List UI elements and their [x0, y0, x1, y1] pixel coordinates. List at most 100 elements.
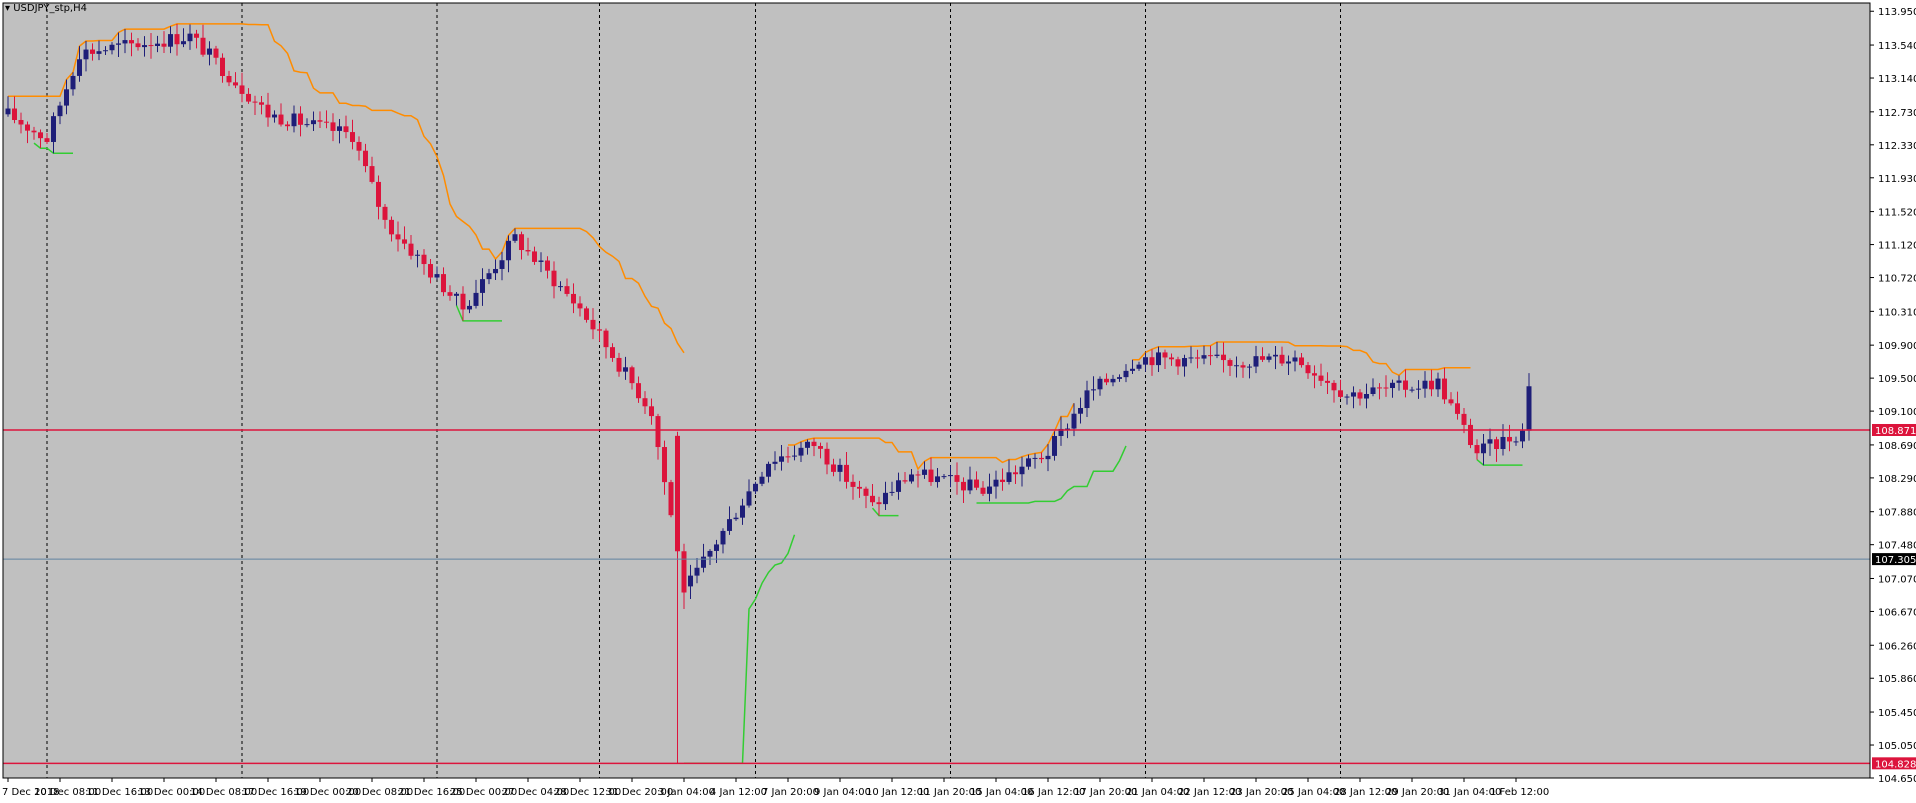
- triangle-down-icon[interactable]: ▾: [5, 3, 11, 14]
- candle-body: [44, 138, 50, 142]
- candle-body: [103, 50, 108, 52]
- crosshair-price-tag-bg: [1872, 553, 1916, 566]
- candle-body: [51, 116, 56, 142]
- candle-body: [298, 113, 303, 125]
- candle-body: [616, 357, 622, 372]
- price-tick-label: 113.950: [1878, 7, 1916, 18]
- candle-body: [467, 305, 472, 310]
- candle-body: [1130, 368, 1135, 371]
- time-tick-label: 7 Jan 20:00: [762, 787, 819, 798]
- plot-frame: [2, 2, 1871, 779]
- candle-body: [1013, 472, 1018, 475]
- candle-body: [1234, 365, 1239, 367]
- time-tick-label: 16 Jan 12:00: [1022, 787, 1085, 798]
- candle-body: [889, 491, 895, 493]
- price-tick-label: 107.070: [1878, 574, 1916, 585]
- crosshair-price-tag: 107.305: [1875, 555, 1916, 566]
- candle-body: [1273, 354, 1278, 357]
- candle-body: [1188, 357, 1194, 359]
- candle-body: [545, 260, 550, 271]
- time-tick-label: 31 Jan 04:00: [1438, 787, 1501, 798]
- candle-body: [1338, 390, 1343, 397]
- candle-body: [382, 206, 388, 220]
- candle-body: [993, 479, 999, 487]
- candle-body: [265, 104, 271, 118]
- candle-body: [603, 330, 609, 348]
- candle-body: [1461, 413, 1467, 425]
- candle-body: [571, 293, 576, 304]
- candle-body: [434, 274, 440, 278]
- candle-body: [740, 505, 745, 518]
- candle-body: [1442, 378, 1447, 400]
- candle-body: [285, 124, 290, 127]
- candle-body: [1201, 355, 1207, 359]
- candle-body: [1468, 424, 1473, 446]
- candle-body: [922, 469, 927, 475]
- candle-body: [1026, 458, 1031, 467]
- candle-body: [532, 251, 537, 262]
- plot-area[interactable]: [3, 3, 1870, 778]
- price-tick-label: 112.730: [1878, 108, 1916, 119]
- candle-body: [811, 441, 817, 447]
- candle-body: [18, 119, 24, 125]
- candle-body: [805, 441, 810, 448]
- candle-body: [187, 33, 193, 42]
- time-tick-label: 7 Dec 2018: [2, 787, 60, 798]
- candle-body: [96, 51, 102, 54]
- time-tick-label: 17 Dec 16:00: [242, 787, 309, 798]
- candle-body: [1286, 361, 1291, 364]
- candle-body: [928, 469, 934, 483]
- candle-body: [863, 488, 869, 496]
- candle-body: [766, 463, 771, 477]
- time-tick-label: 3 Jan 04:00: [658, 787, 715, 798]
- candle-body: [1091, 389, 1096, 391]
- candle-body: [1318, 375, 1324, 381]
- time-tick-label: 15 Jan 04:00: [970, 787, 1033, 798]
- price-tick-label: 110.310: [1878, 307, 1916, 318]
- candle-body: [1513, 441, 1519, 443]
- candle-body: [1032, 457, 1038, 459]
- candle-body: [460, 293, 466, 310]
- candle-body: [181, 41, 186, 45]
- candle-body: [337, 126, 342, 131]
- candle-body: [1487, 439, 1493, 444]
- candle-body: [1078, 408, 1083, 414]
- candle-body: [259, 102, 264, 105]
- candle-body: [818, 446, 823, 449]
- candle-body: [876, 502, 882, 505]
- candle-body: [1312, 373, 1317, 376]
- candle-body: [727, 519, 732, 531]
- candle-body: [428, 264, 433, 278]
- time-tick-label: 31 Dec 20:00: [606, 787, 673, 798]
- candle-body: [1266, 356, 1272, 360]
- candle-body: [1117, 377, 1122, 379]
- candle-body: [792, 455, 797, 457]
- candle-body: [161, 43, 167, 47]
- price-tick-label: 109.500: [1878, 374, 1916, 385]
- candle-body: [1520, 430, 1525, 442]
- candle-body: [1123, 370, 1129, 378]
- candle-body: [512, 234, 518, 241]
- candle-body: [1383, 387, 1389, 389]
- candle-body: [759, 476, 765, 484]
- candle-body: [909, 474, 914, 482]
- candle-body: [1292, 357, 1298, 362]
- candle-body: [1000, 479, 1005, 482]
- candle-body: [519, 234, 524, 251]
- candle-body: [870, 495, 875, 503]
- candle-body: [1227, 360, 1233, 366]
- price-tick-label: 108.690: [1878, 441, 1916, 452]
- candle-body: [746, 491, 752, 506]
- candle-body: [980, 487, 986, 494]
- candle-body: [883, 492, 888, 505]
- candle-body: [83, 49, 89, 60]
- candle-body: [1305, 365, 1311, 374]
- candle-body: [1221, 354, 1226, 361]
- candle-body: [948, 475, 953, 477]
- candle-body: [1357, 392, 1363, 399]
- candle-body: [720, 530, 726, 545]
- candle-body: [753, 483, 758, 492]
- candle-body: [1097, 378, 1103, 390]
- candle-body: [1416, 388, 1421, 390]
